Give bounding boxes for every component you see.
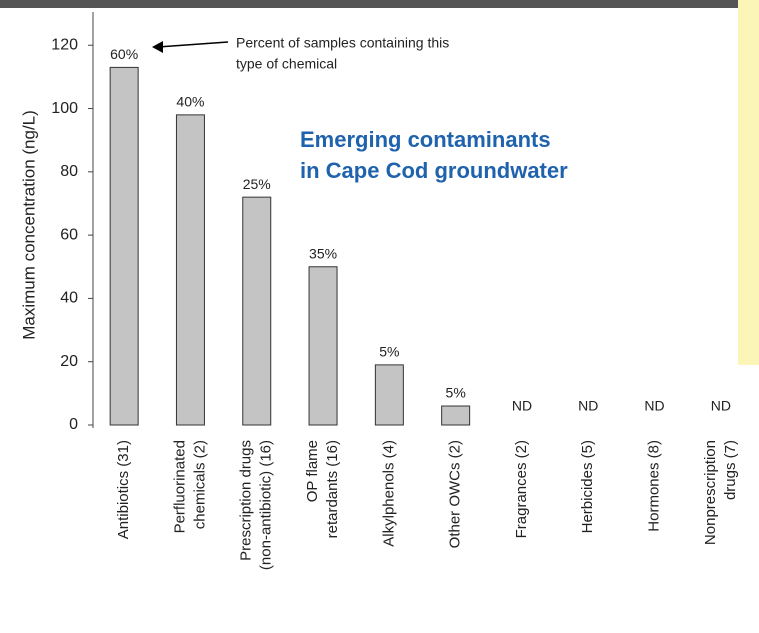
x-tick-label: (non-antibiotic) (16)	[258, 440, 275, 570]
x-tick-label: Other OWCs (2)	[447, 440, 464, 548]
y-tick-label: 0	[69, 416, 78, 433]
bar	[374, 364, 404, 426]
bar	[308, 266, 338, 426]
x-tick-label: Antibiotics (31)	[115, 440, 132, 539]
bar	[242, 196, 272, 426]
x-tick-label: Alkylphenols (4)	[380, 440, 397, 547]
bar	[175, 114, 205, 426]
percent-label: 25%	[243, 176, 271, 192]
x-tick-label: Prescription drugs	[238, 440, 255, 561]
annotation: type of chemical	[236, 56, 337, 72]
x-tick-label: OP flame	[304, 440, 321, 502]
percent-label: 5%	[446, 385, 466, 401]
percent-label: 5%	[379, 344, 399, 360]
percent-label: 60%	[110, 46, 138, 62]
y-tick-label: 20	[60, 353, 78, 370]
x-tick-label: Fragrances (2)	[513, 440, 530, 538]
x-tick-label: Hormones (8)	[646, 440, 663, 532]
y-tick-label: 100	[51, 100, 78, 117]
percent-label: ND	[512, 398, 532, 414]
y-tick-label: 80	[60, 163, 78, 180]
side-panel	[738, 0, 759, 365]
y-axis-label: Maximum concentration (ng/L)	[19, 110, 38, 340]
y-tick-label: 40	[60, 290, 78, 307]
chart-title: in Cape Cod groundwater	[300, 158, 568, 183]
x-tick-label: chemicals (2)	[191, 440, 208, 529]
annotation: Percent of samples containing this	[236, 35, 449, 51]
chart-title: Emerging contaminants	[300, 127, 551, 152]
percent-label: ND	[644, 398, 664, 414]
x-tick-label: drugs (7)	[722, 440, 739, 500]
percent-label: 40%	[176, 94, 204, 110]
bar	[109, 66, 139, 426]
photo-strip	[0, 0, 759, 8]
x-tick-label: Perfluorinated	[171, 440, 188, 533]
bar	[441, 405, 471, 426]
x-tick-label: Nonprescription	[702, 440, 719, 545]
x-tick-label: retardants (16)	[324, 440, 341, 538]
percent-label: ND	[578, 398, 598, 414]
percent-label: ND	[711, 398, 731, 414]
y-tick-label: 120	[51, 36, 78, 53]
x-tick-label: Herbicides (5)	[579, 440, 596, 533]
y-tick-label: 60	[60, 226, 78, 243]
percent-label: 35%	[309, 245, 337, 261]
arrow	[157, 41, 229, 48]
arrow-head	[152, 41, 163, 53]
